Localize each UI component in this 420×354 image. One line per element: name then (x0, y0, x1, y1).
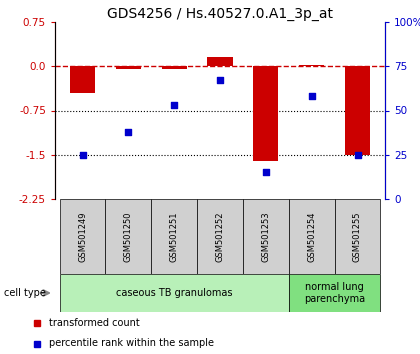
Point (79, 152, 86, 158)
Point (125, 129, 132, 135)
Bar (151, 199, 197, 274)
Text: GSM501250: GSM501250 (124, 211, 133, 262)
Bar (116, 66, 141, 69)
Point (354, 152, 361, 158)
Bar (70, 66, 95, 93)
Text: cell type: cell type (4, 288, 46, 298)
Text: GSM501252: GSM501252 (215, 211, 225, 262)
Text: caseous TB granulomas: caseous TB granulomas (116, 288, 232, 298)
Bar (207, 57, 233, 66)
Bar (253, 66, 278, 161)
Text: GSM501255: GSM501255 (353, 211, 362, 262)
Bar (289, 274, 381, 312)
Bar (289, 199, 335, 274)
Text: GSM501254: GSM501254 (307, 211, 316, 262)
Text: percentile rank within the sample: percentile rank within the sample (50, 338, 215, 348)
Bar (345, 66, 370, 155)
Point (217, 78, 223, 83)
Bar (60, 274, 289, 312)
Text: GSM501251: GSM501251 (170, 211, 178, 262)
Text: normal lung
parenchyma: normal lung parenchyma (304, 282, 365, 304)
Text: GSM501253: GSM501253 (261, 211, 270, 262)
Title: GDS4256 / Hs.40527.0.A1_3p_at: GDS4256 / Hs.40527.0.A1_3p_at (107, 7, 333, 21)
Text: transformed count: transformed count (50, 318, 140, 327)
Point (171, 102, 178, 108)
Bar (299, 65, 324, 66)
Point (262, 170, 269, 175)
Text: GSM501249: GSM501249 (78, 211, 87, 262)
Point (308, 93, 315, 99)
Bar (335, 199, 381, 274)
Bar (197, 199, 243, 274)
Bar (162, 66, 187, 69)
Bar (105, 199, 151, 274)
Bar (243, 199, 289, 274)
Bar (60, 199, 105, 274)
